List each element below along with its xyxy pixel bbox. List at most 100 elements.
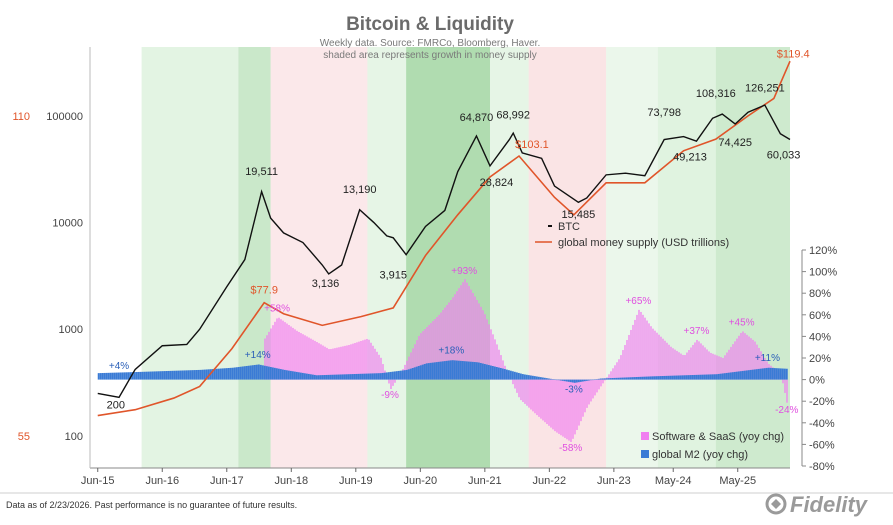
- m2-bar: [681, 375, 684, 380]
- money-annotation: $103.1: [515, 139, 549, 151]
- saas-bar: [276, 318, 278, 380]
- m2-bar: [537, 376, 540, 380]
- m2-bar: [561, 379, 564, 381]
- y-right-tick-label: -60%: [809, 439, 835, 451]
- m2-bar: [509, 370, 512, 380]
- m2-bar: [157, 371, 160, 380]
- m2-bar: [717, 373, 720, 380]
- saas-bar: [544, 379, 546, 423]
- saas-bar: [354, 342, 356, 380]
- m2-bar: [373, 373, 376, 380]
- m2-bar: [231, 367, 234, 380]
- m2-bar: [189, 370, 192, 380]
- m2-bar: [267, 366, 270, 380]
- m2-bar: [419, 365, 422, 380]
- m2-bar: [125, 372, 128, 380]
- saas-bar: [320, 344, 322, 380]
- m2-bar: [471, 361, 474, 380]
- saas-bar: [782, 379, 784, 384]
- saas-bar: [482, 310, 484, 380]
- m2-bar: [549, 378, 552, 380]
- m2-bar: [437, 361, 440, 380]
- m2-bar: [541, 377, 544, 380]
- saas-bar: [760, 351, 762, 380]
- saas-bar: [534, 379, 536, 414]
- saas-bar: [452, 297, 454, 380]
- saas-bar: [264, 338, 266, 380]
- m2-bar: [147, 371, 150, 380]
- m2-bar: [155, 371, 158, 380]
- m2-bar: [109, 372, 112, 380]
- m2-bar: [607, 378, 610, 380]
- m2-bar: [107, 372, 110, 380]
- saas-bar: [364, 339, 366, 380]
- m2-bar: [585, 379, 588, 381]
- m2-bar: [97, 373, 100, 380]
- saas-bar: [686, 352, 688, 380]
- saas-bar: [658, 334, 660, 380]
- m2-bar: [319, 375, 322, 380]
- m2-bar: [511, 371, 514, 380]
- fidelity-logo-mark-icon: [765, 493, 787, 515]
- m2-bar: [567, 379, 570, 382]
- saas-bar: [694, 342, 696, 380]
- m2-bar: [501, 368, 504, 380]
- saas-bar: [588, 379, 590, 405]
- m2-bar: [675, 375, 678, 380]
- saas-bar: [470, 289, 472, 380]
- m2-bar: [529, 375, 532, 380]
- m2-bar: [573, 379, 576, 383]
- saas-bar: [668, 344, 670, 380]
- m2-bar: [237, 366, 240, 380]
- saas-bar: [266, 335, 268, 380]
- m2-bar: [215, 368, 218, 380]
- m2-bar: [479, 362, 482, 380]
- saas-bar: [428, 325, 430, 380]
- saas-bar: [646, 320, 648, 380]
- m2-bar: [347, 374, 350, 380]
- x-tick-label: Jun-23: [597, 475, 631, 487]
- saas-bar: [526, 379, 528, 406]
- m2-bar: [249, 365, 252, 380]
- saas-bar: [734, 341, 736, 380]
- m2-bar: [271, 367, 274, 380]
- saas-bar: [290, 326, 292, 380]
- m2-bar: [333, 374, 336, 380]
- saas-bar: [786, 379, 788, 403]
- m2-bar: [177, 370, 180, 380]
- m2-bar: [475, 362, 478, 380]
- lines-layer: [97, 60, 791, 417]
- saas-annotation: -58%: [559, 443, 582, 454]
- m2-bar: [555, 379, 558, 381]
- shade-band-3: [367, 47, 407, 468]
- saas-bar: [642, 314, 644, 380]
- m2-bar: [401, 370, 404, 380]
- saas-bar: [388, 379, 390, 384]
- m2-bar: [457, 360, 460, 380]
- saas-bar: [784, 379, 786, 393]
- saas-bar: [380, 357, 382, 380]
- saas-bar: [728, 349, 730, 380]
- shade-band-2: [270, 47, 368, 468]
- m2-bar: [527, 375, 530, 380]
- m2-bar: [577, 379, 580, 383]
- saas-bar: [346, 345, 348, 380]
- saas-bar: [340, 346, 342, 380]
- m2-bar: [409, 368, 412, 380]
- m2-bar: [729, 372, 732, 380]
- m2-bar: [661, 376, 664, 380]
- saas-bar: [650, 326, 652, 380]
- saas-bar: [414, 344, 416, 380]
- saas-bar: [518, 379, 520, 398]
- saas-bar: [370, 342, 372, 380]
- m2-bar: [633, 377, 636, 380]
- y-left-tick-label: 1000: [59, 324, 83, 336]
- m2-bar: [613, 377, 616, 380]
- m2-annotation: -3%: [565, 385, 583, 396]
- m2-bar: [659, 376, 662, 380]
- m2-bar: [431, 362, 434, 380]
- m2-bar: [647, 376, 650, 380]
- saas-bar: [378, 354, 380, 380]
- m2-bar: [355, 373, 358, 380]
- saas-bar: [516, 379, 518, 393]
